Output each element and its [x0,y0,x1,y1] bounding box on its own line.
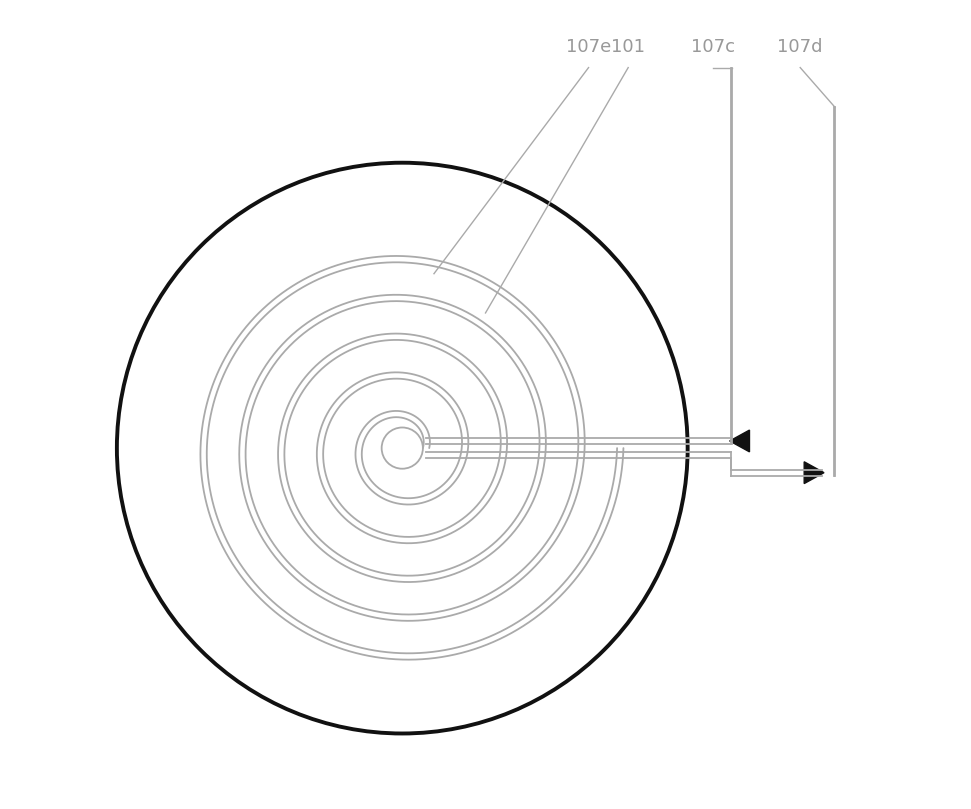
Text: 107e: 107e [566,38,611,56]
Polygon shape [729,430,750,452]
Text: 107c: 107c [691,38,735,56]
Polygon shape [804,462,824,484]
Text: 101: 101 [611,38,645,56]
Text: 107d: 107d [778,38,823,56]
